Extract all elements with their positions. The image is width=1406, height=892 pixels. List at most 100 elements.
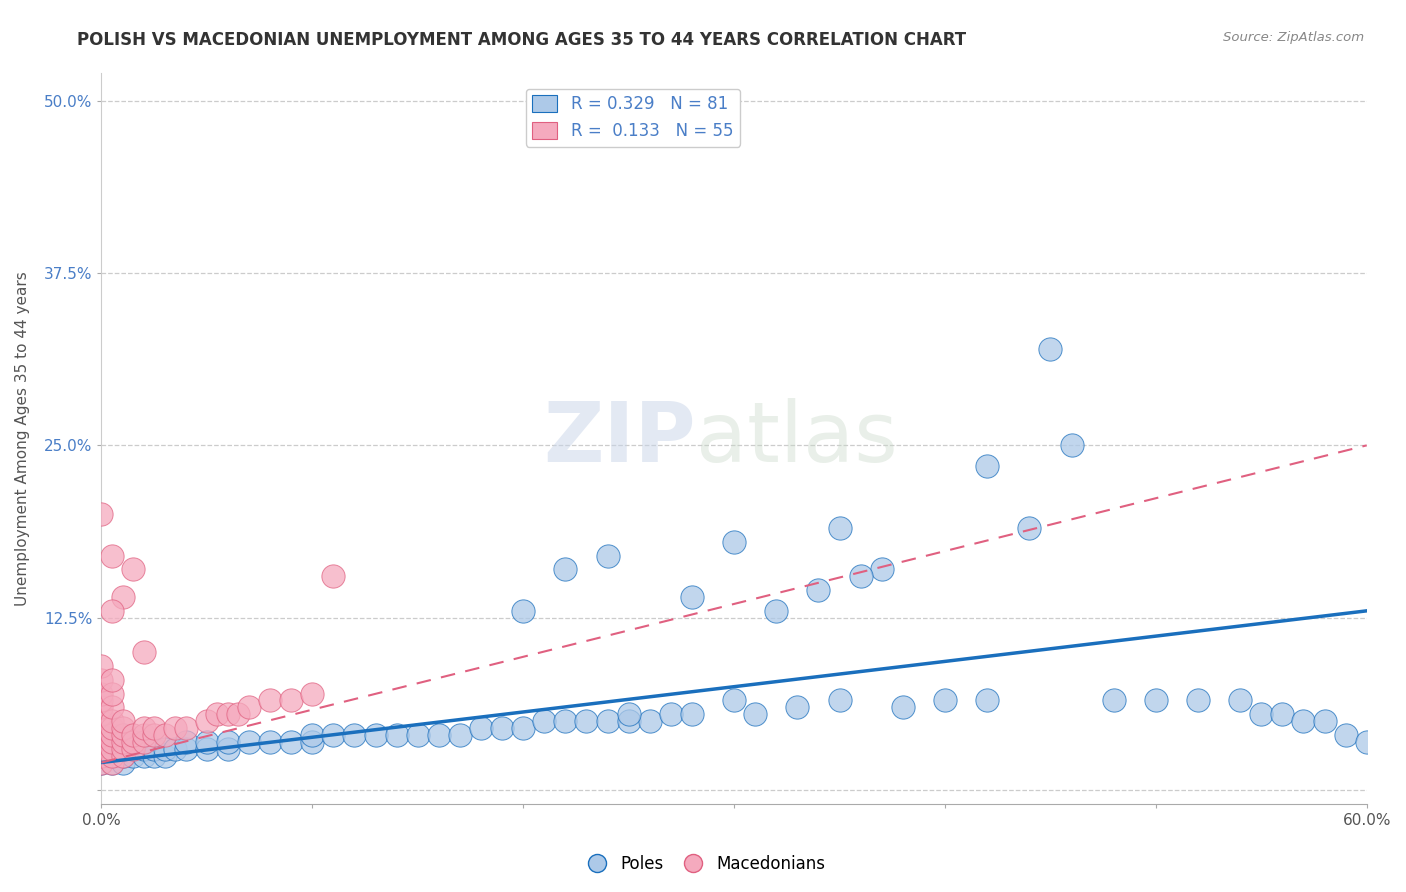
Point [406, 728, 429, 742]
Point [111, 728, 134, 742]
Point [165, 741, 187, 756]
Point [322, 569, 344, 583]
Legend: Poles, Macedonians: Poles, Macedonians [574, 848, 832, 880]
Point [90, 687, 112, 701]
Point [90, 748, 112, 763]
Point [1250, 707, 1272, 722]
Point [143, 748, 166, 763]
Legend: R = 0.329   N = 81, R =  0.133   N = 55: R = 0.329 N = 81, R = 0.133 N = 55 [526, 88, 740, 146]
Point [828, 521, 851, 535]
Point [122, 728, 145, 742]
Point [101, 728, 124, 742]
Point [207, 707, 229, 722]
Point [111, 748, 134, 763]
Point [111, 590, 134, 604]
Point [1271, 707, 1294, 722]
Point [132, 735, 155, 749]
Point [1102, 693, 1125, 707]
Point [174, 735, 197, 749]
Point [90, 714, 112, 728]
Point [228, 707, 250, 722]
Point [90, 673, 112, 687]
Point [143, 728, 166, 742]
Point [132, 645, 155, 659]
Point [1355, 735, 1378, 749]
Point [512, 604, 534, 618]
Point [575, 714, 598, 728]
Point [681, 590, 703, 604]
Point [195, 741, 218, 756]
Point [101, 756, 124, 770]
Point [1060, 438, 1083, 452]
Point [122, 741, 145, 756]
Point [122, 562, 145, 576]
Point [90, 508, 112, 522]
Point [111, 756, 134, 770]
Point [101, 741, 124, 756]
Point [132, 735, 155, 749]
Point [259, 693, 281, 707]
Point [828, 693, 851, 707]
Point [744, 707, 766, 722]
Point [90, 756, 112, 770]
Point [90, 735, 112, 749]
Point [132, 728, 155, 742]
Point [259, 735, 281, 749]
Point [976, 458, 998, 473]
Point [111, 735, 134, 749]
Point [891, 700, 914, 714]
Text: atlas: atlas [696, 398, 898, 479]
Point [217, 741, 239, 756]
Point [101, 735, 124, 749]
Point [217, 707, 239, 722]
Point [122, 748, 145, 763]
Point [195, 735, 218, 749]
Point [101, 735, 124, 749]
Point [122, 735, 145, 749]
Point [322, 728, 344, 742]
Point [280, 735, 302, 749]
Point [1018, 521, 1040, 535]
Point [807, 583, 830, 598]
Point [90, 748, 112, 763]
Point [1292, 714, 1315, 728]
Point [554, 714, 576, 728]
Point [596, 714, 619, 728]
Point [976, 693, 998, 707]
Point [786, 700, 808, 714]
Point [111, 741, 134, 756]
Point [617, 714, 640, 728]
Point [238, 735, 260, 749]
Point [1039, 342, 1062, 356]
Point [217, 735, 239, 749]
Point [681, 707, 703, 722]
Point [470, 721, 492, 735]
Point [1313, 714, 1336, 728]
Point [723, 534, 745, 549]
Point [659, 707, 682, 722]
Point [90, 735, 112, 749]
Point [90, 741, 112, 756]
Point [934, 693, 956, 707]
Point [174, 721, 197, 735]
Point [554, 562, 576, 576]
Point [101, 756, 124, 770]
Point [195, 714, 218, 728]
Point [101, 714, 124, 728]
Point [301, 735, 323, 749]
Point [101, 700, 124, 714]
Point [512, 721, 534, 735]
Point [111, 728, 134, 742]
Point [90, 693, 112, 707]
Point [153, 748, 176, 763]
Point [101, 741, 124, 756]
Point [90, 700, 112, 714]
Point [165, 721, 187, 735]
Point [101, 673, 124, 687]
Point [174, 741, 197, 756]
Point [765, 604, 787, 618]
Point [90, 659, 112, 673]
Point [343, 728, 366, 742]
Point [111, 741, 134, 756]
Point [101, 721, 124, 735]
